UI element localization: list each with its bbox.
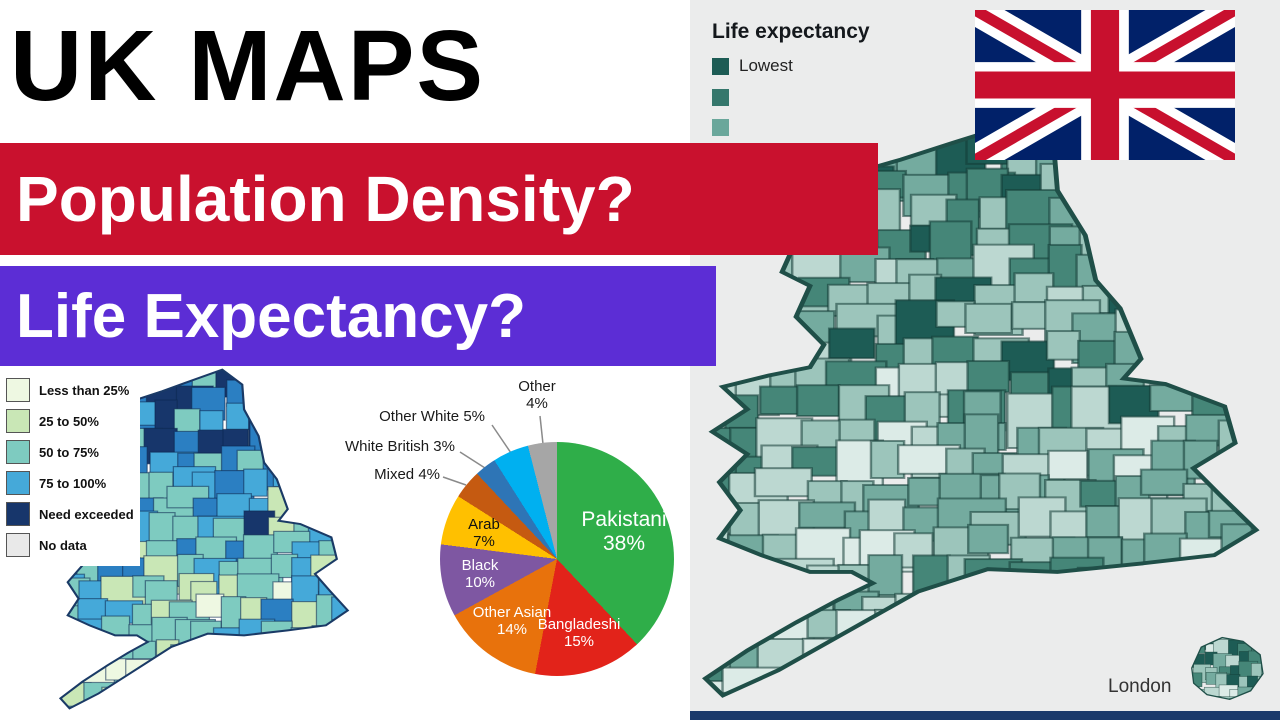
legend-swatch (6, 409, 30, 433)
legend-label: 75 to 100% (39, 475, 107, 491)
banner-population-density-label: Population Density? (16, 163, 635, 235)
legend-swatch (712, 89, 729, 106)
pie-label-pakistani: Pakistani 38% (581, 507, 667, 555)
uk-flag-icon (975, 10, 1235, 160)
legend-label: Less than 25% (39, 382, 130, 398)
banner-life-expectancy: Life Expectancy? (0, 266, 716, 366)
pie-leader-line (491, 424, 512, 454)
england-map-population-density (58, 368, 350, 710)
pie-leader-lines (442, 415, 544, 486)
life-expectancy-legend: Life expectancy Lowest (712, 20, 870, 149)
pie-label-arab: Arab 7% (468, 515, 500, 550)
banner-population-density: Population Density? (0, 143, 878, 255)
pie-label-black: Black 10% (461, 556, 499, 591)
density-legend-item: 75 to 100% (6, 471, 134, 495)
banner-life-expectancy-label: Life Expectancy? (16, 281, 526, 351)
legend-swatch (6, 440, 30, 464)
legend-swatch (6, 502, 30, 526)
pie-label-other-asian: Other Asian 14% (472, 603, 552, 638)
page-title: UK MAPS (10, 10, 486, 122)
legend-swatch (712, 57, 729, 75)
density-legend-item: No data (6, 533, 134, 557)
map-outline (702, 120, 1260, 698)
pie-leader-line (442, 476, 467, 486)
legend-label: Need exceeded (39, 506, 134, 522)
life-expectancy-legend-title: Life expectancy (712, 20, 870, 43)
legend-swatch (6, 533, 30, 557)
pie-label-mixed: Mixed 4% (374, 466, 440, 483)
map-outline (1191, 636, 1264, 701)
ethnicity-pie-chart: Pakistani 38% Bangladeshi 15% Other Asian 14%… (340, 378, 720, 720)
legend-swatch (712, 119, 729, 136)
population-density-legend: Less than 25% 25 to 50% 50 to 75% 75 to 100… (4, 376, 140, 566)
density-legend-item: 50 to 75% (6, 440, 134, 464)
pie-label-other-white: Other White 5% (379, 408, 485, 425)
pie-label-bangladeshi: Bangladeshi 15% (537, 615, 621, 650)
legend-label: 25 to 50% (39, 413, 99, 429)
density-legend-item: 25 to 50% (6, 409, 134, 433)
legend-label: Lowest (739, 56, 793, 75)
pie-label-other: Other 4% (518, 378, 556, 413)
legend-label: 50 to 75% (39, 444, 99, 460)
pie-leader-line (539, 415, 544, 445)
life-legend-item (712, 89, 870, 106)
london-inset-map (1191, 636, 1264, 701)
flag-red-cross (975, 10, 1235, 160)
legend-label: No data (39, 537, 87, 553)
pie-leader-line (459, 451, 486, 469)
bottom-accent-bar (690, 711, 1280, 720)
map-districts (1191, 637, 1263, 700)
density-legend-item: Need exceeded (6, 502, 134, 526)
legend-swatch (6, 378, 30, 402)
legend-swatch (6, 471, 30, 495)
pie-circle (440, 442, 674, 676)
density-legend-item: Less than 25% (6, 378, 134, 402)
life-legend-item (712, 119, 870, 136)
life-legend-item: Lowest (712, 56, 870, 76)
life-expectancy-legend-rows: Lowest (712, 56, 870, 136)
london-label: London (1108, 676, 1172, 697)
pie-label-white-british: White British 3% (344, 438, 455, 455)
